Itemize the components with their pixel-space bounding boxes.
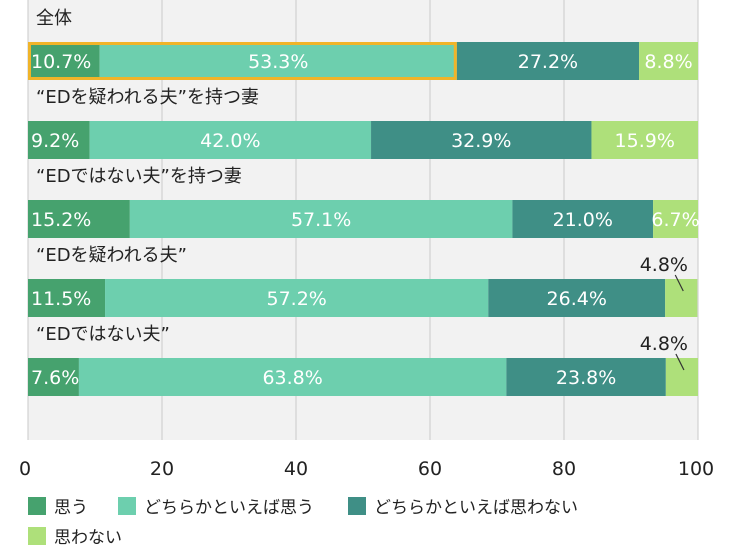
legend-label: どちらかといえば思う	[144, 498, 314, 518]
data-label: 6.7%	[651, 209, 699, 231]
tick-label: 40	[284, 458, 308, 480]
data-label: 4.8%	[640, 254, 688, 276]
legend-item: 思う	[28, 497, 88, 518]
bar-segment	[506, 358, 666, 396]
bar-segment	[28, 121, 90, 159]
row-title: “EDではない夫”を持つ妻	[36, 166, 242, 187]
tick-label: 100	[678, 458, 714, 480]
bar-segment	[639, 42, 698, 80]
legend-label: どちらかといえば思わない	[374, 498, 578, 518]
row-title: “EDではない夫”	[36, 324, 170, 345]
bar-segment	[665, 279, 698, 317]
callout-leader	[675, 353, 685, 371]
callout-leader	[674, 274, 684, 292]
bar-segment	[512, 200, 654, 238]
data-label: 27.2%	[518, 51, 578, 73]
bar-segment	[665, 358, 698, 396]
data-label: 4.8%	[640, 333, 688, 355]
data-label: 11.5%	[31, 288, 91, 310]
data-label: 9.2%	[31, 130, 79, 152]
row-title: “EDを疑われる夫”を持つ妻	[36, 87, 259, 108]
bar-row: “EDではない夫” 7.6% 63.8% 23.8% 4.8%	[28, 324, 698, 396]
data-label: 8.8%	[644, 51, 692, 73]
legend-item: どちらかといえば思う	[118, 497, 314, 518]
bar-segment	[653, 200, 698, 238]
bar-segment	[371, 121, 592, 159]
bar-segment	[105, 279, 489, 317]
data-label: 15.9%	[615, 130, 675, 152]
legend-item: 思わない	[28, 527, 122, 548]
tick-label: 80	[552, 458, 576, 480]
legend-label: 思う	[54, 498, 88, 518]
bar-segment	[488, 279, 666, 317]
legend-swatch	[28, 497, 46, 515]
bar-segment	[28, 42, 100, 80]
data-label: 21.0%	[553, 209, 613, 231]
bar-segment	[99, 42, 457, 80]
highlight-box	[28, 42, 457, 80]
data-label: 23.8%	[556, 367, 616, 389]
row-title: “EDを疑われる夫”	[36, 245, 187, 266]
data-label: 53.3%	[248, 51, 308, 73]
legend-swatch	[118, 497, 136, 515]
tick-label: 60	[418, 458, 442, 480]
data-label: 42.0%	[200, 130, 260, 152]
tick-label: 0	[19, 458, 31, 480]
bar-segment	[89, 121, 372, 159]
data-label: 7.6%	[31, 367, 79, 389]
data-label: 26.4%	[547, 288, 607, 310]
legend-label: 思わない	[54, 528, 122, 548]
bar-row: “EDを疑われる夫”を持つ妻 9.2% 42.0% 32.9% 15.9%	[28, 87, 698, 159]
bar-segment	[591, 121, 698, 159]
data-label: 57.2%	[266, 288, 326, 310]
data-label: 15.2%	[31, 209, 91, 231]
chart-rows: 全体 10.7% 53.3% 27.2% 8.8% “EDを疑われる夫”を持つ妻 9.2% 4…	[28, 8, 700, 396]
legend-swatch	[348, 497, 366, 515]
x-axis-ticks: 0 20 40 60 80 100	[19, 458, 714, 480]
bar-segment	[28, 200, 130, 238]
bar-segment	[28, 358, 79, 396]
bar-segment	[78, 358, 507, 396]
bar-segment	[129, 200, 513, 238]
bar-row: “EDを疑われる夫” 11.5% 57.2% 26.4% 4.8%	[28, 245, 698, 317]
data-label: 63.8%	[262, 367, 322, 389]
bar-row: “EDではない夫”を持つ妻 15.2% 57.1% 21.0% 6.7%	[28, 166, 700, 238]
bar-row: 全体 10.7% 53.3% 27.2% 8.8%	[28, 8, 698, 80]
data-label: 57.1%	[291, 209, 351, 231]
data-label: 10.7%	[31, 51, 91, 73]
legend-swatch	[28, 527, 46, 545]
bar-segment	[28, 279, 106, 317]
bar-segment	[456, 42, 640, 80]
tick-label: 20	[150, 458, 174, 480]
data-label: 32.9%	[451, 130, 511, 152]
row-title: 全体	[36, 8, 72, 29]
legend-item: どちらかといえば思わない	[348, 497, 578, 518]
